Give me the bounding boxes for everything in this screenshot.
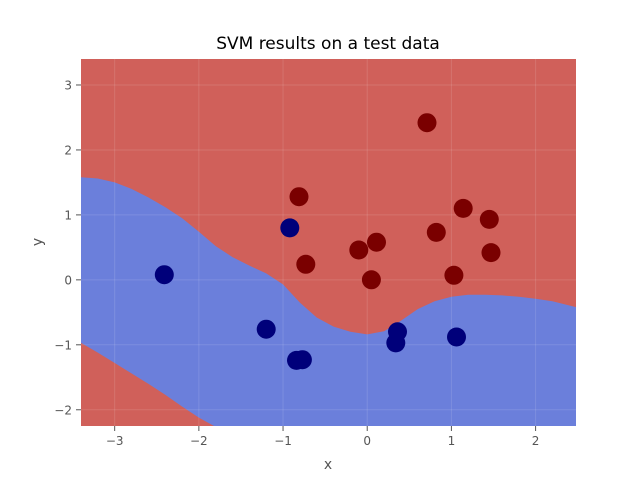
data-point-positive bbox=[444, 265, 464, 285]
data-point-negative bbox=[386, 333, 406, 353]
y-axis-label: y bbox=[30, 238, 46, 246]
y-tick-label: 2 bbox=[64, 143, 72, 157]
data-point-positive bbox=[349, 240, 369, 260]
data-point-negative bbox=[447, 327, 466, 347]
data-point-positive bbox=[361, 270, 381, 290]
data-point-negative bbox=[154, 265, 174, 285]
x-tick-label: −3 bbox=[106, 434, 124, 448]
y-axis-ticks: −2 −1 0 1 2 3 bbox=[54, 78, 81, 417]
data-point-positive bbox=[481, 243, 501, 263]
x-axis-label: x bbox=[324, 457, 332, 473]
data-point-positive bbox=[367, 232, 386, 252]
x-axis-ticks: −3 −2 −1 0 1 2 bbox=[106, 426, 540, 448]
y-tick-label: 0 bbox=[64, 273, 72, 287]
region-negative bbox=[81, 177, 576, 426]
data-point-positive bbox=[479, 209, 499, 229]
x-tick-label: −1 bbox=[274, 434, 292, 448]
data-point-negative bbox=[287, 350, 306, 370]
data-point-positive bbox=[453, 198, 473, 218]
x-tick-label: 0 bbox=[363, 434, 371, 448]
data-point-positive bbox=[289, 187, 309, 207]
y-tick-label: −1 bbox=[54, 338, 72, 352]
x-tick-label: −2 bbox=[190, 434, 208, 448]
plot-area bbox=[81, 59, 576, 426]
data-point-positive bbox=[426, 222, 446, 242]
data-point-negative bbox=[256, 319, 276, 339]
data-point-positive bbox=[417, 113, 437, 133]
data-point-negative bbox=[280, 218, 300, 238]
x-tick-label: 1 bbox=[448, 434, 456, 448]
y-tick-label: −2 bbox=[54, 403, 72, 417]
data-point-positive bbox=[296, 254, 316, 274]
data-points bbox=[154, 113, 501, 370]
chart-title: SVM results on a test data bbox=[216, 34, 440, 54]
x-tick-label: 2 bbox=[532, 434, 540, 448]
y-tick-label: 1 bbox=[64, 208, 72, 222]
y-tick-label: 3 bbox=[64, 78, 72, 92]
